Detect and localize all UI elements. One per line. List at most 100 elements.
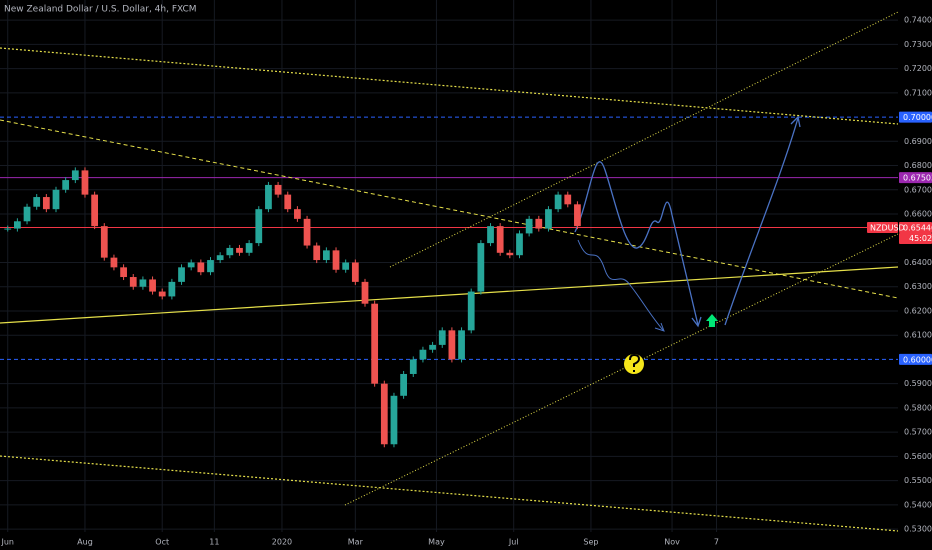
candle [467, 291, 475, 331]
x-tick-label: 7 [714, 538, 719, 547]
candle [284, 194, 292, 210]
candle [33, 197, 41, 207]
channel-line [344, 233, 899, 506]
candle [139, 279, 147, 287]
arrowhead [691, 316, 702, 328]
candle [487, 226, 494, 244]
candle [496, 226, 504, 253]
x-tick-label: Mar [348, 538, 364, 547]
candle [226, 247, 234, 256]
candle [506, 252, 514, 256]
x-tick-label: Jul [508, 538, 519, 547]
x-tick-label: 11 [209, 538, 219, 547]
candle [216, 255, 224, 261]
price-badge [899, 221, 932, 233]
candle [52, 189, 60, 210]
candle [361, 281, 369, 304]
candle [342, 262, 350, 270]
candle [236, 247, 243, 253]
x-tick-label: 2020 [272, 538, 292, 547]
candle [71, 170, 79, 181]
candle [120, 267, 127, 278]
countdown-badge [899, 232, 932, 244]
candle [149, 279, 156, 292]
candle [294, 209, 301, 219]
price-badge [899, 172, 932, 184]
projection-arrow [724, 117, 799, 326]
candle [516, 233, 523, 256]
price-badge [899, 111, 932, 123]
candle [409, 359, 417, 374]
candle [178, 267, 185, 282]
projection-arrow [574, 161, 699, 326]
trend-line [0, 119, 899, 299]
up-arrow-icon [706, 314, 718, 327]
candle [400, 373, 407, 396]
countdown-label: 45:02 [909, 234, 932, 243]
x-tick-label: Sep [583, 538, 598, 547]
price-badge-label: 0.60000 [903, 355, 932, 364]
candle [332, 250, 340, 270]
candle [429, 344, 436, 350]
candle [265, 184, 272, 210]
candle [564, 194, 572, 205]
x-tick-label: Aug [77, 538, 93, 547]
question-glyph [629, 353, 641, 372]
candle [81, 170, 89, 195]
candle [419, 349, 427, 360]
symbol-label: NZDUSD [870, 223, 905, 232]
price-badge-label: 0.65446 [903, 223, 932, 232]
candle [91, 194, 99, 227]
candle [158, 291, 166, 297]
grid [0, 0, 898, 532]
candle [303, 218, 311, 246]
candle [245, 243, 253, 253]
candle [168, 281, 176, 297]
candle [313, 245, 321, 261]
candle [110, 257, 118, 268]
candle [23, 206, 31, 222]
chart-title: New Zealand Dollar / U.S. Dollar, 4h, FX… [4, 5, 197, 15]
y-tick-label: 0.74000 [904, 16, 932, 25]
candles [4, 167, 581, 448]
candle [322, 250, 330, 261]
price-badge-label: 0.67503 [903, 174, 932, 183]
candle [574, 204, 581, 227]
candle [438, 330, 446, 345]
candle [197, 262, 205, 273]
price-axis [898, 0, 932, 550]
drawings [0, 11, 899, 532]
candle [554, 194, 562, 210]
candle [255, 209, 263, 244]
candle [42, 197, 50, 210]
candle [351, 262, 359, 282]
candle [525, 218, 533, 234]
arrowhead [790, 115, 801, 128]
candle [207, 260, 214, 273]
candle [390, 395, 398, 445]
price-badge [899, 353, 932, 365]
candle [187, 262, 195, 268]
trend-line [0, 266, 899, 324]
candle [458, 330, 465, 360]
candle [371, 303, 379, 384]
candle [477, 243, 485, 292]
